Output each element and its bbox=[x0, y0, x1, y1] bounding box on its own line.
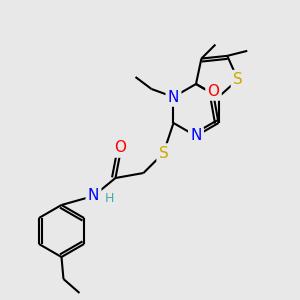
Text: N: N bbox=[88, 188, 99, 203]
Text: S: S bbox=[233, 72, 243, 87]
Text: O: O bbox=[115, 140, 127, 155]
Text: H: H bbox=[105, 191, 114, 205]
Text: N: N bbox=[168, 89, 179, 104]
Text: S: S bbox=[159, 146, 168, 160]
Text: O: O bbox=[208, 83, 220, 98]
Text: N: N bbox=[190, 128, 202, 143]
